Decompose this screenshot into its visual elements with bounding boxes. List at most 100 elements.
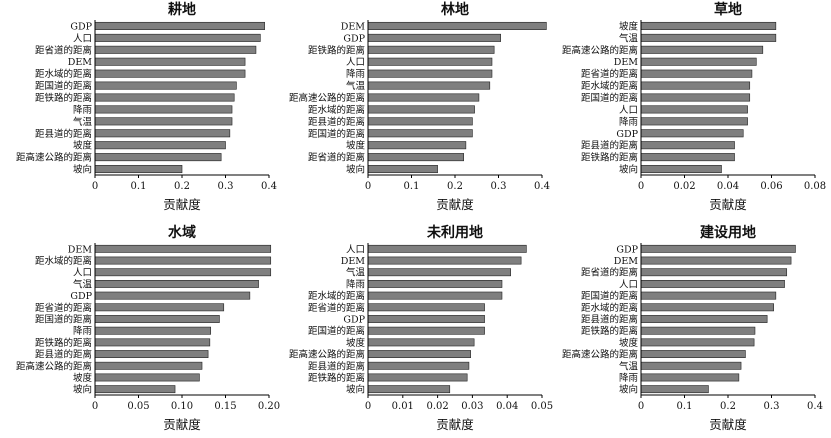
category-label: 距县道的距离 [35,128,92,140]
category-label: 距县道的距离 [308,360,365,372]
category-label: 距铁路的距离 [35,337,92,349]
chart-panel: 水域 DEM距水域的距离人口气温GDP距省道的距离距国道的距离降雨距铁路的距离距县… [16,224,280,432]
category-label: 气温 [73,116,93,128]
bar [367,326,485,335]
category-label: 距水域的距离 [308,104,365,116]
bar [367,105,475,114]
category-label: 距高速公路的距离 [562,349,638,361]
category-label: 降雨 [346,68,365,80]
category-label: 距省道的距离 [35,44,92,56]
bar [640,81,751,90]
category-label: 坡向 [619,384,638,396]
bar [367,57,493,66]
x-tick-label: 0.04 [717,181,739,192]
x-axis-label: 贡献度 [163,417,201,432]
category-label: 距省道的距离 [308,302,365,314]
x-tick-label: 0 [365,401,371,412]
x-tick-label: 0.06 [760,181,782,192]
bar [94,244,272,253]
category-label: 降雨 [73,325,92,337]
bar [367,129,473,138]
category-label: 距高速公路的距离 [16,360,92,372]
bar [367,81,491,90]
x-tick-label: 0.4 [534,181,550,192]
bar [640,279,785,288]
bar [640,57,757,66]
bar [640,373,740,382]
x-tick-label: 0 [92,181,98,192]
bar [640,21,777,30]
category-label: DEM [68,57,93,68]
bar [640,326,756,335]
bar [94,350,209,359]
bar [640,69,753,78]
x-tick-label: 0.2 [447,181,463,192]
x-axis-label: 贡献度 [709,417,747,432]
chart-panel: 建设用地 GDPDEM距省道的距离人口距国道的距离距水域的距离距县道的距离距铁路的… [562,224,823,432]
category-label: 距县道的距离 [581,314,638,326]
chart-title: 林地 [441,1,469,18]
category-label: 距高速公路的距离 [16,152,92,164]
category-label: 坡度 [346,140,366,152]
category-label: 距国道的距离 [308,325,365,337]
bar [640,315,768,323]
bar [94,385,176,394]
bar [94,373,200,382]
category-label: 坡向 [346,384,365,396]
category-label: 气温 [619,360,639,372]
x-axis-label: 贡献度 [436,197,474,212]
category-label: 距水域的距离 [35,255,92,267]
bar [94,279,259,288]
bar [94,57,246,66]
bar [367,165,438,174]
category-label: 距铁路的距离 [35,92,92,104]
chart-title: 草地 [714,1,742,18]
x-tick-label: 0.15 [214,401,236,412]
x-tick-label: 0.2 [720,401,736,412]
category-label: 人口 [619,105,638,116]
bar [367,33,501,42]
bar [94,361,203,370]
bar [94,81,237,90]
bar [94,105,233,114]
category-label: 距县道的距离 [581,140,638,152]
category-label: 距省道的距离 [35,302,92,314]
bar [367,244,527,253]
x-tick-label: 0.10 [171,401,193,412]
x-tick-label: 0.3 [764,401,780,412]
category-label: DEM [341,21,366,32]
bar [640,165,722,174]
category-label: 坡度 [619,337,639,349]
x-tick-label: 0.02 [673,181,695,192]
category-label: 气温 [346,267,366,279]
category-label: 距县道的距离 [35,349,92,361]
x-tick-label: 0.20 [258,401,280,412]
category-label: 坡向 [619,164,638,176]
bar [94,315,220,323]
x-tick-label: 0.1 [404,181,420,192]
bar [640,33,777,42]
category-label: 坡度 [73,140,93,152]
bar [640,385,709,394]
bar [94,291,251,300]
bar [640,153,735,162]
category-label: 距国道的距离 [581,92,638,104]
category-label: 距水域的距离 [35,68,92,80]
chart-panel: 草地坡度气温距高速公路的距离DEM距省道的距离距水域的距离距国道的距离人口降雨G… [562,1,826,212]
bar [640,256,792,265]
x-tick-label: 0.01 [392,401,414,412]
category-label: GDP [70,291,92,302]
category-label: 距县道的距离 [308,116,365,128]
category-label: 距国道的距离 [35,80,92,92]
bar [367,141,467,150]
x-tick-label: 0.05 [127,401,149,412]
x-tick-label: 0.02 [426,401,448,412]
category-label: 坡度 [73,372,93,384]
bar [640,93,751,102]
bar [367,350,471,359]
bar [367,256,522,265]
category-label: DEM [614,57,639,68]
x-tick-label: 0.2 [174,181,190,192]
chart-title: 耕地 [168,1,196,18]
